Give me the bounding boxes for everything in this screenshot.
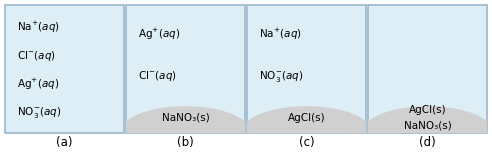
Text: $\mathrm{NO_{3}^{−}}$$\mathit{(aq)}$: $\mathrm{NO_{3}^{−}}$$\mathit{(aq)}$ (17, 105, 62, 120)
Text: (c): (c) (299, 136, 314, 149)
FancyBboxPatch shape (247, 5, 366, 133)
Text: AgCl(s): AgCl(s) (288, 113, 325, 123)
FancyBboxPatch shape (369, 5, 487, 133)
Text: NaNO₃(s): NaNO₃(s) (404, 120, 452, 130)
Text: $\mathrm{Ag^{+}}$$\mathit{(aq)}$: $\mathrm{Ag^{+}}$$\mathit{(aq)}$ (17, 77, 59, 92)
Text: $\mathrm{Na^{+}}$$\mathit{(aq)}$: $\mathrm{Na^{+}}$$\mathit{(aq)}$ (17, 20, 60, 35)
Polygon shape (120, 107, 251, 133)
Text: AgCl(s): AgCl(s) (409, 105, 447, 115)
Text: $\mathrm{Na^{+}}$$\mathit{(aq)}$: $\mathrm{Na^{+}}$$\mathit{(aq)}$ (259, 27, 302, 42)
Text: (a): (a) (56, 136, 72, 149)
Polygon shape (241, 107, 372, 133)
Text: NaNO₃(s): NaNO₃(s) (161, 113, 209, 123)
Text: $\mathrm{NO_{3}^{−}}$$\mathit{(aq)}$: $\mathrm{NO_{3}^{−}}$$\mathit{(aq)}$ (259, 69, 304, 84)
Text: $\mathrm{Ag^{+}}$$\mathit{(aq)}$: $\mathrm{Ag^{+}}$$\mathit{(aq)}$ (138, 27, 180, 42)
FancyBboxPatch shape (5, 5, 123, 133)
Text: (d): (d) (419, 136, 436, 149)
FancyBboxPatch shape (126, 5, 245, 133)
Text: $\mathrm{Cl^{−}}$$\mathit{(aq)}$: $\mathrm{Cl^{−}}$$\mathit{(aq)}$ (138, 69, 177, 83)
Polygon shape (363, 107, 492, 133)
Text: $\mathrm{Cl^{−}}$$\mathit{(aq)}$: $\mathrm{Cl^{−}}$$\mathit{(aq)}$ (17, 49, 56, 63)
Text: (b): (b) (177, 136, 194, 149)
